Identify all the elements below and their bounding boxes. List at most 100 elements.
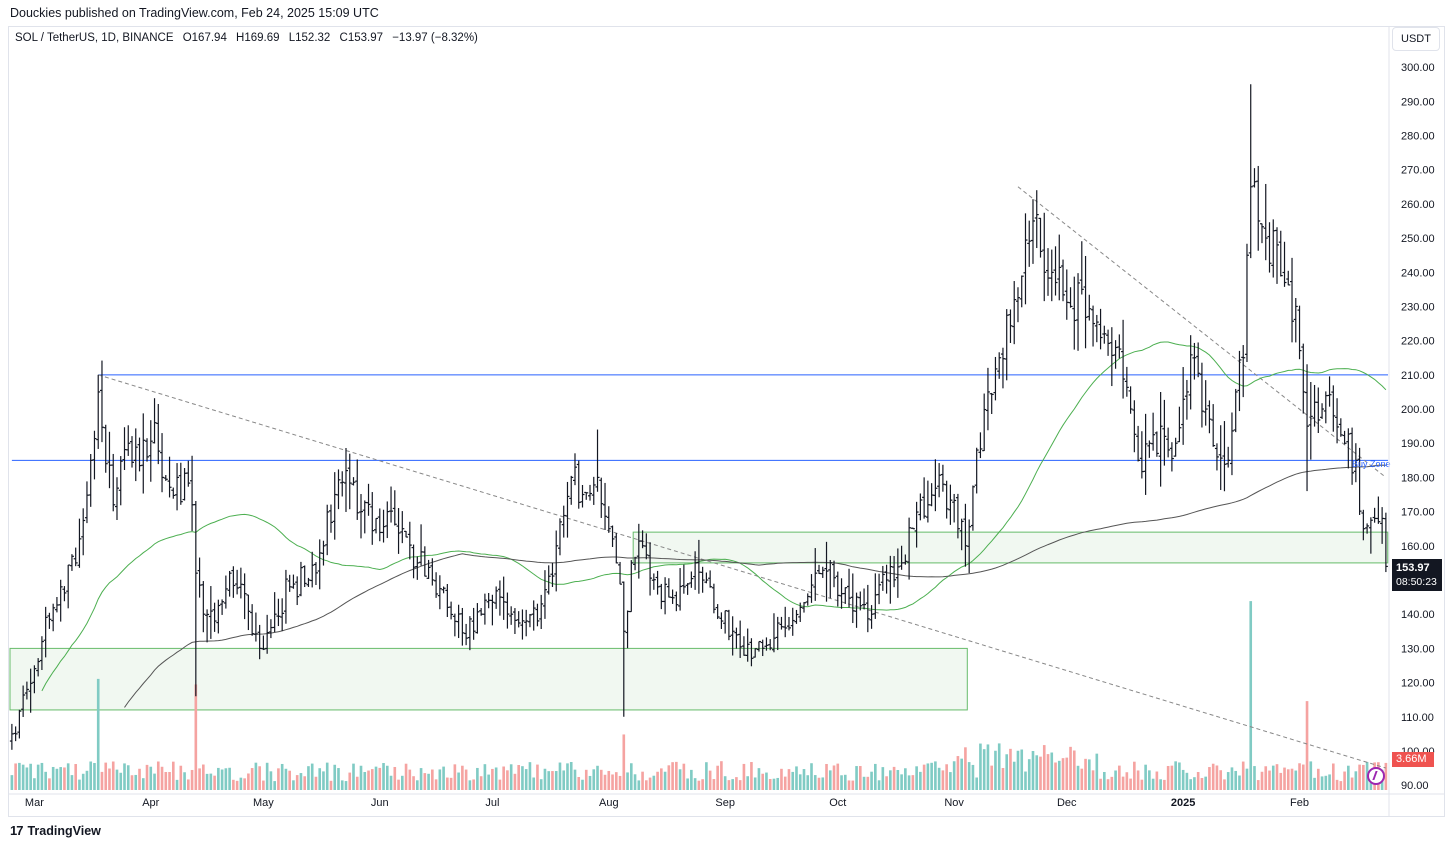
ohlc-bar (719, 612, 724, 629)
ohlc-bar (36, 658, 41, 677)
ohlc-bar (445, 584, 450, 617)
ohlc-bar (1034, 190, 1039, 249)
ohlc-bar (704, 572, 709, 584)
volume-bar (333, 764, 337, 790)
ohlc-bar (625, 610, 630, 649)
ohlc-bar (1083, 255, 1088, 349)
ohlc-bar (1012, 281, 1017, 345)
volume-bar (629, 763, 633, 790)
volume-bar (1309, 761, 1313, 790)
ohlc-bar (970, 485, 975, 531)
volume-bar (607, 770, 611, 790)
volume-bar (1125, 772, 1129, 790)
y-tick-label: 290.00 (1401, 96, 1435, 108)
goto-realtime-icon[interactable] (1367, 767, 1385, 785)
volume-bar (228, 767, 231, 790)
ohlc-bar (599, 477, 604, 518)
volume-bar (389, 775, 393, 790)
volume-bar (1148, 770, 1151, 790)
volume-bar (693, 778, 697, 790)
volume-bar (1211, 763, 1215, 790)
volume-bar (633, 774, 637, 790)
ohlc-bar (1271, 219, 1276, 278)
volume-bar (885, 776, 888, 790)
volume-bar (36, 764, 40, 790)
volume-bar (476, 767, 479, 790)
ohlc-bar (242, 573, 247, 620)
volume-bar (1046, 754, 1050, 790)
ohlc-bar (355, 459, 360, 520)
ohlc-bar (1177, 406, 1182, 443)
volume-bar (1204, 776, 1207, 790)
volume-bar (502, 766, 505, 790)
volume-bar (1324, 775, 1328, 790)
ohlc-bar (216, 599, 221, 634)
volume-bar (975, 777, 978, 790)
volume-bar (464, 769, 468, 790)
ohlc-bar (422, 546, 427, 577)
symbol-legend[interactable]: SOL / TetherUS, 1D, BINANCE O167.94 H169… (15, 32, 484, 44)
volume-bar (280, 763, 284, 790)
trend-line (98, 374, 1387, 769)
ohlc-bar (400, 511, 405, 544)
ohlc-bar (1023, 213, 1028, 305)
volume-bar (299, 773, 303, 790)
volume-bar (768, 779, 772, 790)
volume-bar (682, 763, 686, 790)
currency-button[interactable]: USDT (1392, 27, 1440, 51)
volume-bar (96, 678, 100, 790)
volume-bar (1140, 779, 1144, 790)
ohlc-bar (1357, 447, 1362, 515)
ohlc-bar (1372, 507, 1377, 523)
ohlc-bar (1301, 343, 1306, 414)
volume-bar (742, 763, 746, 790)
ohlc-bar (62, 586, 67, 602)
ohlc-bar (865, 584, 870, 633)
ohlc-bar (749, 638, 754, 667)
volume-bar (100, 771, 104, 790)
volume-bar (1144, 764, 1147, 790)
ohlc-bar (114, 477, 119, 520)
ohlc-bar (854, 592, 859, 628)
y-tick-label: 140.00 (1401, 609, 1435, 621)
ohlc-bar (1331, 385, 1336, 432)
volume-bar (1072, 750, 1076, 790)
volume-bar (667, 765, 671, 790)
ohlc-bar (655, 570, 660, 595)
volume-bar (1166, 765, 1170, 790)
volume-bar (663, 771, 667, 790)
volume-bar (847, 780, 851, 790)
ohlc-bar (674, 591, 679, 612)
ohlc-bar (790, 607, 795, 636)
ohlc-bar (81, 508, 86, 556)
volume-bar (1332, 763, 1335, 790)
volume-bar (134, 774, 138, 790)
ohlc-bar (993, 356, 998, 401)
legend-symbol[interactable]: SOL / TetherUS, 1D, BINANCE (15, 32, 174, 44)
volume-bar (922, 764, 926, 790)
ohlc-bar (175, 463, 180, 511)
ohlc-bar (663, 577, 668, 615)
ohlc-bar (1173, 437, 1178, 457)
ohlc-bar (1188, 335, 1193, 410)
y-tick-label: 90.00 (1401, 780, 1429, 792)
volume-bar (453, 764, 457, 790)
volume-bar (547, 771, 551, 790)
volume-bar (1103, 771, 1106, 790)
ohlc-bar (715, 604, 720, 620)
ohlc-bar (1350, 427, 1355, 485)
volume-bar (874, 763, 877, 790)
volume-bar (611, 774, 614, 790)
volume-bar (979, 743, 982, 790)
volume-bar (806, 775, 810, 790)
ohlc-bar (554, 530, 559, 592)
tradingview-brand[interactable]: 17 TradingView (10, 823, 101, 838)
ohlc-bar (580, 485, 585, 508)
volume-bar (1230, 767, 1234, 790)
volume-bar (690, 769, 693, 790)
y-tick-label: 270.00 (1401, 165, 1435, 177)
volume-bar (772, 778, 776, 790)
ohlc-bar (385, 501, 390, 539)
ohlc-bar (325, 504, 330, 556)
